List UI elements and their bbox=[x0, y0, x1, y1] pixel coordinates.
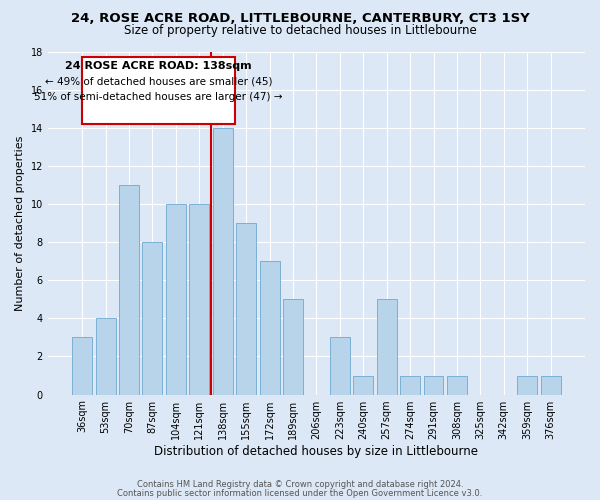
Bar bbox=[400, 376, 420, 394]
Bar bbox=[283, 300, 303, 394]
Bar bbox=[236, 223, 256, 394]
Bar bbox=[142, 242, 163, 394]
Y-axis label: Number of detached properties: Number of detached properties bbox=[15, 136, 25, 310]
Bar bbox=[517, 376, 537, 394]
Text: Contains HM Land Registry data © Crown copyright and database right 2024.: Contains HM Land Registry data © Crown c… bbox=[137, 480, 463, 489]
FancyBboxPatch shape bbox=[82, 57, 235, 124]
Bar bbox=[447, 376, 467, 394]
Text: 24, ROSE ACRE ROAD, LITTLEBOURNE, CANTERBURY, CT3 1SY: 24, ROSE ACRE ROAD, LITTLEBOURNE, CANTER… bbox=[71, 12, 529, 26]
Bar bbox=[377, 300, 397, 394]
Bar bbox=[541, 376, 560, 394]
Bar bbox=[260, 261, 280, 394]
Bar bbox=[166, 204, 186, 394]
Text: 51% of semi-detached houses are larger (47) →: 51% of semi-detached houses are larger (… bbox=[34, 92, 283, 102]
Bar bbox=[353, 376, 373, 394]
X-axis label: Distribution of detached houses by size in Littlebourne: Distribution of detached houses by size … bbox=[154, 444, 478, 458]
Bar bbox=[119, 185, 139, 394]
Text: 24 ROSE ACRE ROAD: 138sqm: 24 ROSE ACRE ROAD: 138sqm bbox=[65, 61, 251, 71]
Text: Size of property relative to detached houses in Littlebourne: Size of property relative to detached ho… bbox=[124, 24, 476, 37]
Bar bbox=[95, 318, 116, 394]
Bar bbox=[190, 204, 209, 394]
Bar bbox=[213, 128, 233, 394]
Bar bbox=[72, 338, 92, 394]
Bar bbox=[424, 376, 443, 394]
Bar bbox=[330, 338, 350, 394]
Text: ← 49% of detached houses are smaller (45): ← 49% of detached houses are smaller (45… bbox=[44, 76, 272, 86]
Text: Contains public sector information licensed under the Open Government Licence v3: Contains public sector information licen… bbox=[118, 488, 482, 498]
